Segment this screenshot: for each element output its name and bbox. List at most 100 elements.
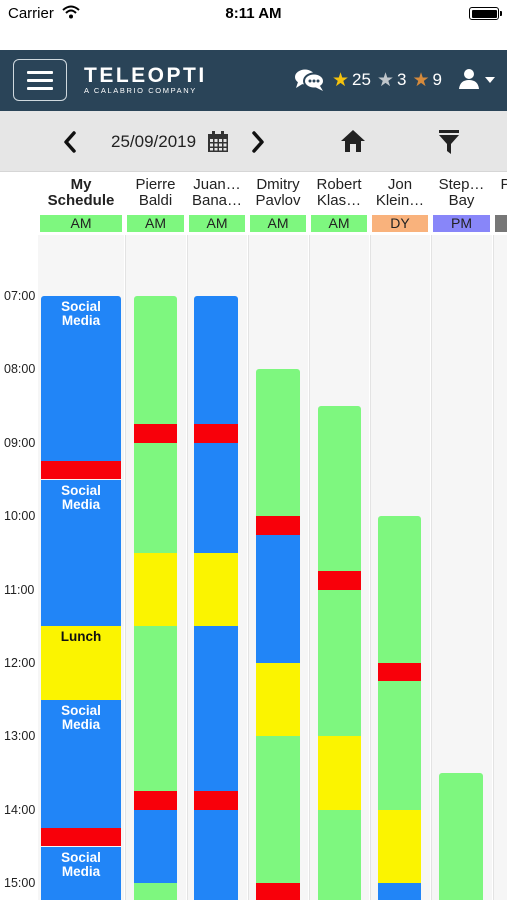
hour-label: 11:00	[4, 582, 35, 597]
date-toolbar: 25/09/2019	[0, 111, 507, 172]
date-display[interactable]: 25/09/2019	[111, 132, 197, 151]
agent-name-line: Bana…	[191, 193, 243, 209]
agent-name[interactable]: P…A	[493, 177, 507, 213]
hour-label: 15:00	[4, 876, 36, 891]
agent-column[interactable]: Dmitry Pavlov AM	[248, 173, 308, 900]
bronze-star-icon: ★	[412, 69, 430, 91]
agent-column[interactable]: Robert Klas… AM	[309, 173, 369, 900]
shift-period-badge: AM	[189, 215, 245, 232]
activity-label-line: Social	[61, 849, 101, 865]
agent-name-line: Klas…	[316, 193, 362, 209]
agent-name-line: Dmitry	[256, 177, 300, 193]
user-icon[interactable]	[458, 68, 480, 90]
shift-period-badge: AM	[40, 215, 122, 232]
activity-label-line: Lunch	[60, 629, 102, 645]
home-icon[interactable]	[340, 129, 366, 153]
schedule-block[interactable]	[194, 552, 238, 627]
schedule-block[interactable]	[318, 589, 361, 737]
agent-name-line: Pavlov	[255, 193, 301, 209]
schedule-block[interactable]: Social Media	[41, 296, 121, 462]
schedule-block[interactable]	[134, 809, 177, 884]
schedule-block[interactable]	[194, 791, 238, 810]
schedule-block[interactable]	[318, 809, 361, 900]
schedule-block[interactable]	[194, 424, 238, 443]
schedule-block[interactable]	[194, 626, 238, 792]
agent-name-line: P…	[493, 177, 507, 193]
agent-name-line: Jon	[387, 177, 413, 193]
activity-label: Social Media	[41, 300, 121, 328]
schedule-block[interactable]	[134, 791, 177, 810]
hour-label: 10:00	[4, 509, 36, 524]
activity-label: Social Media	[41, 849, 121, 879]
schedule-block[interactable]	[439, 773, 483, 900]
schedule-block[interactable]	[378, 516, 421, 663]
schedule-block[interactable]: Lunch	[41, 626, 121, 700]
agent-column[interactable]: Juan… Bana… AM	[187, 173, 247, 900]
schedule-block[interactable]	[41, 828, 121, 847]
previous-day-chevron-icon[interactable]	[60, 130, 80, 154]
shift-period-badge: AM	[311, 215, 367, 232]
agent-name[interactable]: My Schedule	[38, 177, 124, 213]
app-header: TELEOPTI A CALABRIO COMPANY ★ 25 ★ 3 ★ 9	[0, 50, 507, 111]
hour-label: 12:00	[4, 656, 36, 670]
schedule-block[interactable]	[256, 736, 300, 884]
schedule-block[interactable]	[134, 424, 177, 443]
agent-column[interactable]: Jon Klein… DY	[370, 173, 430, 900]
schedule-block[interactable]	[318, 571, 361, 590]
schedule-block[interactable]	[134, 626, 177, 792]
schedule-block[interactable]: Social Media	[41, 479, 121, 627]
hour-label: 08:00	[4, 362, 36, 377]
agent-name[interactable]: Jon Klein…	[370, 177, 430, 213]
activity-label: Lunch	[41, 630, 121, 644]
agent-name[interactable]: Dmitry Pavlov	[248, 177, 308, 213]
next-day-chevron-icon[interactable]	[248, 130, 268, 154]
schedule-block[interactable]: Social Media	[41, 846, 121, 900]
schedule-block[interactable]	[134, 883, 177, 900]
schedule-block[interactable]	[194, 809, 238, 900]
gold-star-count: 25	[352, 70, 371, 89]
shift-period-badge: AM	[127, 215, 184, 232]
schedule-block[interactable]: Social Media	[41, 699, 121, 829]
status-bar: Carrier 8:11 AM	[0, 0, 507, 50]
agent-name-line: My	[70, 177, 92, 193]
shift-period-badge: PM	[433, 215, 490, 232]
chat-bubbles-icon[interactable]	[294, 68, 326, 92]
schedule-block[interactable]	[256, 534, 300, 663]
schedule-block[interactable]	[134, 296, 177, 425]
agent-column[interactable]: Step… Bay PM	[431, 173, 492, 900]
agent-name[interactable]: Juan… Bana…	[187, 177, 247, 213]
agent-name[interactable]: Robert Klas…	[309, 177, 369, 213]
filter-icon[interactable]	[438, 129, 460, 155]
badge-stars[interactable]: ★ 25 ★ 3 ★ 9	[332, 68, 448, 92]
schedule-block[interactable]	[378, 681, 421, 810]
agent-column[interactable]: P…A	[493, 173, 507, 900]
silver-star-icon: ★	[376, 69, 395, 91]
schedule-block[interactable]	[318, 406, 361, 572]
schedule-block[interactable]	[194, 442, 238, 553]
hamburger-icon	[27, 71, 53, 74]
activity-label-line: Media	[61, 863, 101, 879]
agent-name[interactable]: Step… Bay	[431, 177, 492, 213]
schedule-block[interactable]	[194, 296, 238, 425]
agent-name-line: Schedule	[47, 193, 115, 209]
schedule-block[interactable]	[134, 442, 177, 553]
schedule-block[interactable]	[378, 663, 421, 682]
bronze-star-count: 9	[432, 70, 442, 89]
schedule-block[interactable]	[256, 663, 300, 737]
menu-button[interactable]	[13, 59, 67, 101]
agent-column[interactable]: My Schedule AM Social Media Social Media Lunch S…	[38, 173, 124, 900]
schedule-block[interactable]	[256, 369, 300, 517]
schedule-block[interactable]	[134, 552, 177, 627]
schedule-block[interactable]	[378, 809, 421, 884]
schedule-block[interactable]	[41, 461, 121, 480]
column-background	[493, 235, 507, 900]
agent-name[interactable]: Pierre Baldi	[125, 177, 186, 213]
schedule-block[interactable]	[318, 736, 361, 810]
agent-column[interactable]: Pierre Baldi AM	[125, 173, 186, 900]
schedule-block[interactable]	[378, 883, 421, 900]
schedule-block[interactable]	[256, 516, 300, 535]
schedule-block[interactable]	[256, 883, 300, 900]
user-menu-caret-icon[interactable]	[485, 77, 495, 83]
logo-subtitle: A CALABRIO COMPANY	[84, 86, 197, 95]
calendar-icon[interactable]	[207, 131, 229, 153]
